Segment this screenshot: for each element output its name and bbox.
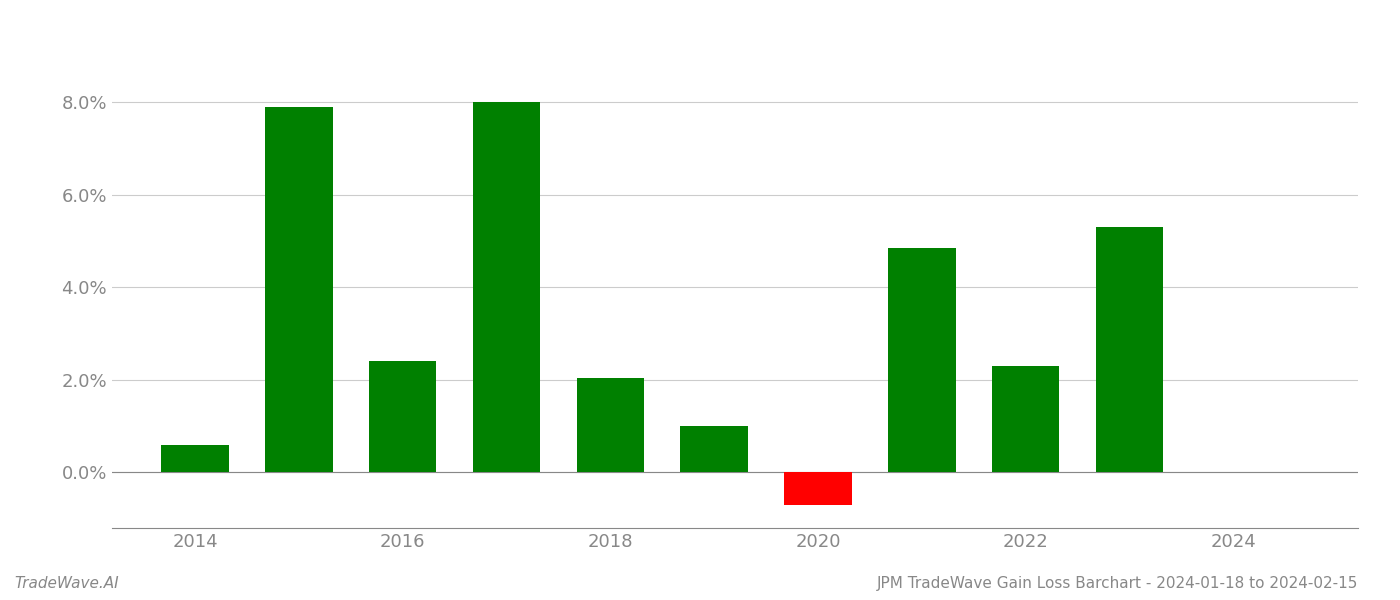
- Bar: [784, 472, 851, 505]
- Bar: [370, 361, 437, 472]
- Text: TradeWave.AI: TradeWave.AI: [14, 576, 119, 591]
- Bar: [577, 377, 644, 472]
- Bar: [265, 107, 333, 472]
- Bar: [680, 426, 748, 472]
- Bar: [888, 248, 956, 472]
- Bar: [1096, 227, 1163, 472]
- Bar: [993, 366, 1060, 472]
- Text: JPM TradeWave Gain Loss Barchart - 2024-01-18 to 2024-02-15: JPM TradeWave Gain Loss Barchart - 2024-…: [876, 576, 1358, 591]
- Bar: [473, 102, 540, 472]
- Bar: [161, 445, 228, 472]
